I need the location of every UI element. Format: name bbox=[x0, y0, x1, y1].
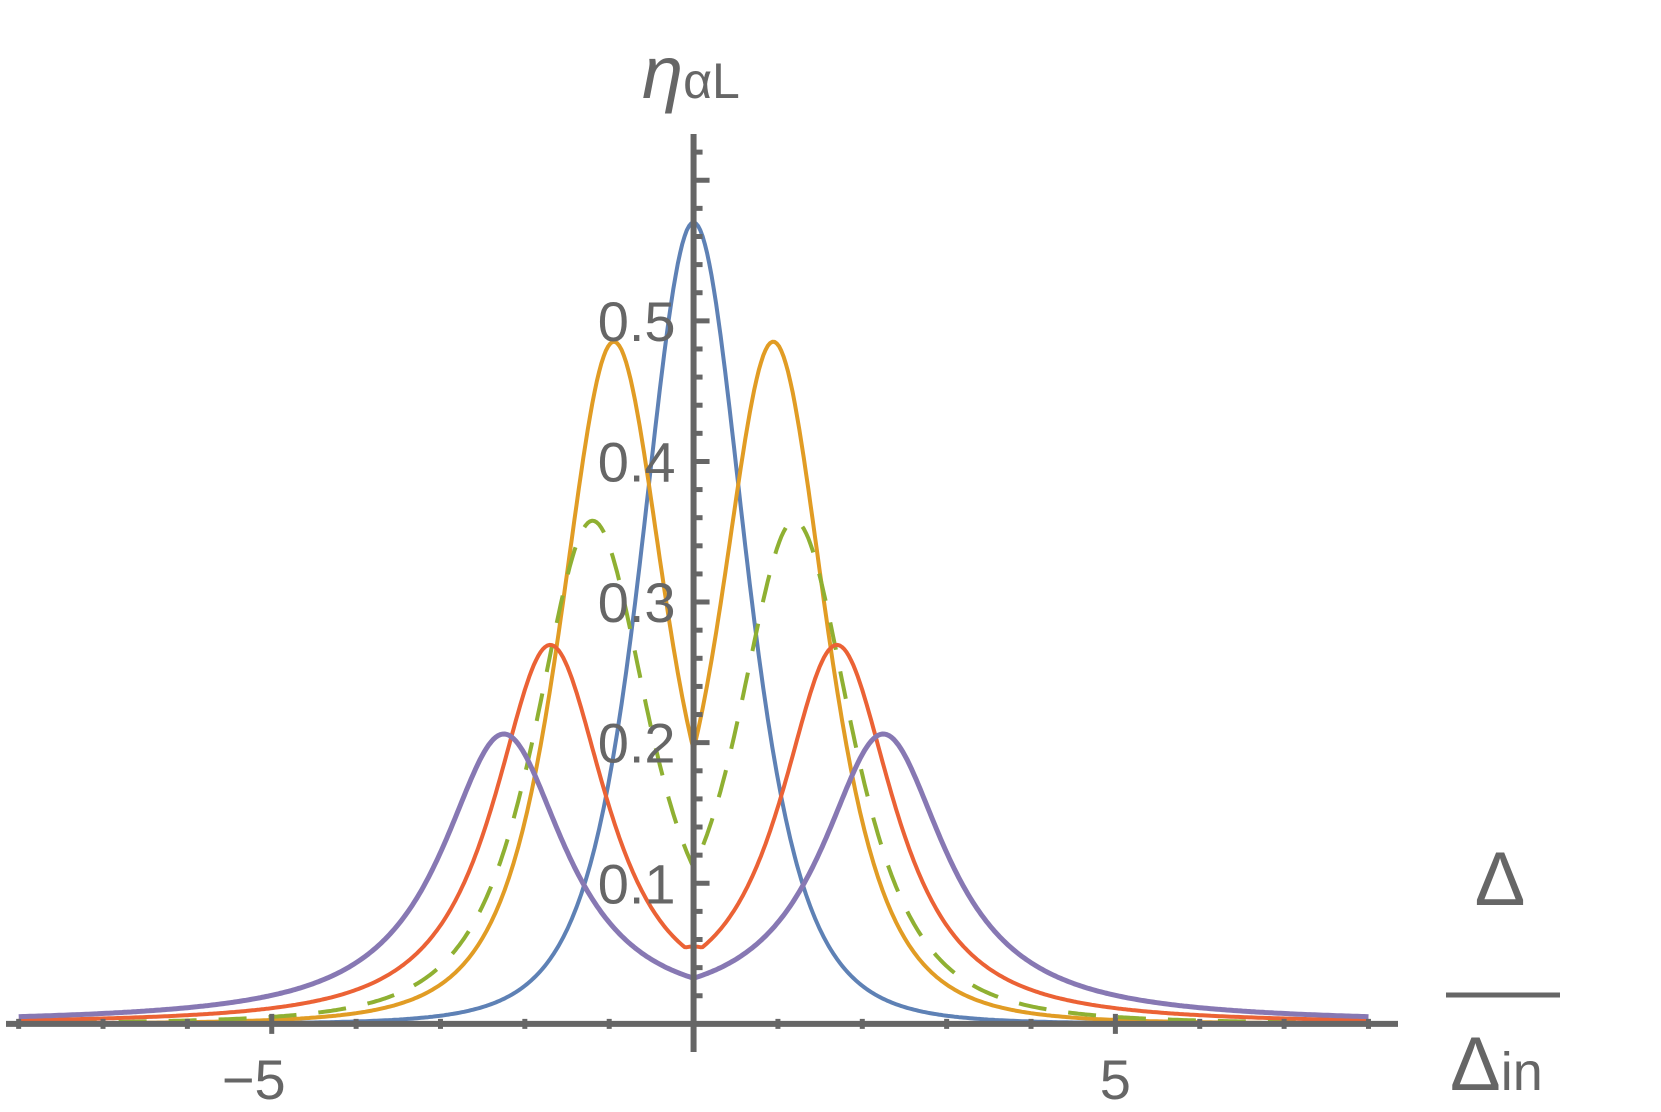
y-ticks bbox=[693, 149, 710, 999]
x-ticks bbox=[16, 1013, 1371, 1034]
x-axis-title-numerator: Δ bbox=[1475, 837, 1526, 922]
x-axis-title: Δ Δin bbox=[1446, 837, 1560, 1107]
y-tick-label: 0.4 bbox=[598, 430, 676, 493]
y-tick-label: 0.5 bbox=[598, 290, 676, 353]
y-tick-label: 0.2 bbox=[598, 712, 676, 775]
y-axis-title-sub: αL bbox=[683, 53, 740, 109]
y-axis-title-main: η bbox=[642, 31, 683, 114]
tick-labels: −5 5 0.1 0.2 0.3 0.4 0.5 bbox=[222, 290, 1131, 1111]
x-tick-label: −5 bbox=[222, 1048, 286, 1111]
x-tick-label: 5 bbox=[1100, 1048, 1131, 1111]
y-tick-label: 0.3 bbox=[598, 571, 676, 634]
axes bbox=[6, 134, 1398, 1052]
x-axis-title-denominator: Δin bbox=[1450, 1022, 1543, 1107]
x-axis-title-denominator-main: Δ bbox=[1450, 1022, 1501, 1107]
y-tick-label: 0.1 bbox=[598, 852, 676, 915]
x-axis-title-denominator-sub: in bbox=[1501, 1042, 1543, 1102]
y-axis-title: ηαL bbox=[642, 31, 740, 114]
